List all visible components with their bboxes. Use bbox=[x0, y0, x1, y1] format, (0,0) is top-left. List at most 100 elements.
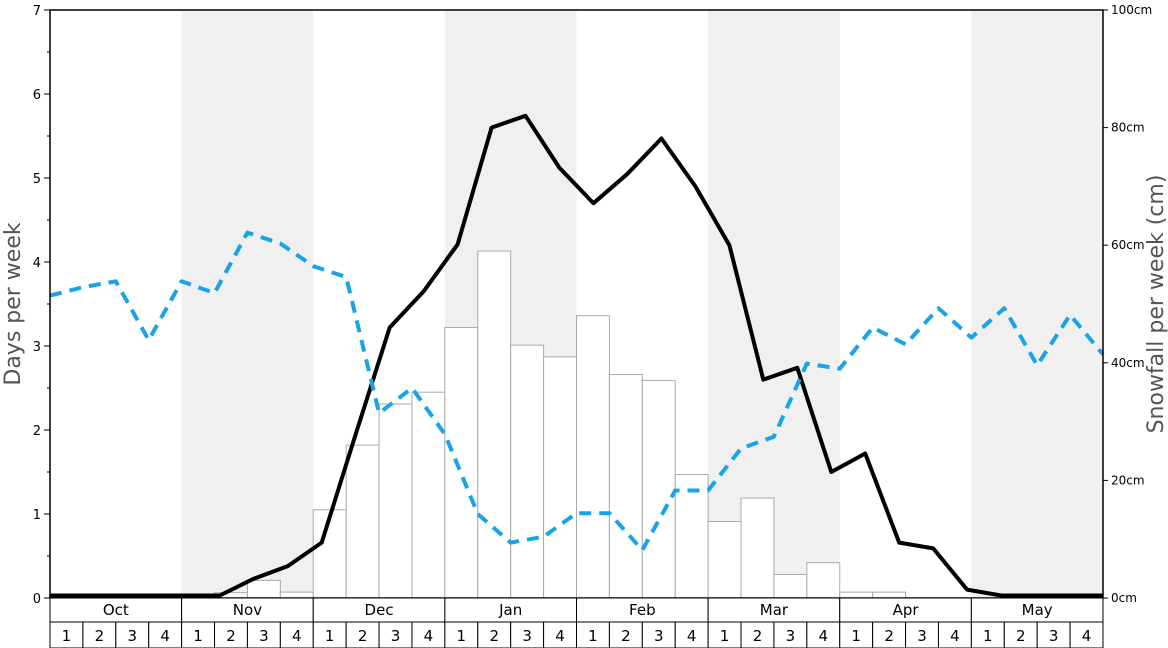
left-axis-title: Days per week bbox=[1, 222, 26, 385]
snowfall-bar bbox=[510, 344, 545, 599]
week-cell bbox=[543, 621, 577, 648]
dashed-days-line bbox=[49, 230, 1105, 553]
week-cell bbox=[345, 621, 380, 648]
right-axis-group: 0cm 20cm 40cm 60cm 80cm 100cm bbox=[1103, 3, 1152, 605]
snowfall-bar bbox=[543, 356, 577, 599]
week-label: 3 bbox=[786, 627, 796, 645]
week-label: 1 bbox=[720, 627, 730, 645]
snowfall-bar bbox=[279, 591, 314, 599]
week-label: 4 bbox=[950, 627, 960, 645]
snowfall-bar bbox=[707, 521, 742, 599]
week-label: 2 bbox=[884, 627, 894, 645]
snowfall-bar bbox=[444, 327, 479, 599]
week-cell bbox=[1036, 621, 1071, 648]
week-label: 3 bbox=[654, 627, 664, 645]
right-tick-label: 80cm bbox=[1111, 121, 1145, 135]
left-tick-label: 4 bbox=[33, 256, 41, 271]
left-tick-label: 7 bbox=[33, 4, 41, 19]
month-band bbox=[181, 10, 314, 598]
week-cell bbox=[608, 621, 643, 648]
left-tick-label: 5 bbox=[33, 172, 41, 187]
month-label: Nov bbox=[233, 601, 262, 619]
month-cell bbox=[312, 597, 446, 623]
week-label: 2 bbox=[358, 627, 368, 645]
week-cell bbox=[970, 621, 1005, 648]
snowfall-bar bbox=[576, 315, 610, 599]
week-label: 2 bbox=[95, 627, 105, 645]
snowfall-bar bbox=[806, 562, 841, 599]
snowfall-bar bbox=[674, 474, 709, 599]
snowfall-bar bbox=[378, 403, 413, 599]
month-label: Mar bbox=[760, 601, 789, 619]
week-cell bbox=[312, 621, 347, 648]
week-label: 2 bbox=[226, 627, 236, 645]
month-band bbox=[971, 10, 1103, 598]
week-axis-group: 1 2 3 4 1 2 3 4 1 2 3 4 1 2 3 4 1 2 3 4 1 2 3 4 1 2 3 4 1 2 3 4 bbox=[49, 621, 1104, 648]
week-label: 4 bbox=[687, 627, 697, 645]
week-label: 1 bbox=[62, 627, 72, 645]
week-label: 1 bbox=[588, 627, 598, 645]
week-label: 2 bbox=[753, 627, 763, 645]
snowfall-bar bbox=[641, 379, 676, 599]
week-cell bbox=[82, 621, 117, 648]
week-label: 3 bbox=[1049, 627, 1059, 645]
week-label: 2 bbox=[489, 627, 499, 645]
left-tick-label: 0 bbox=[33, 592, 41, 607]
week-label: 3 bbox=[522, 627, 532, 645]
snowfall-bar bbox=[345, 444, 380, 599]
left-tick-label: 6 bbox=[33, 88, 41, 103]
week-cell bbox=[1069, 621, 1104, 648]
week-label: 4 bbox=[819, 627, 829, 645]
week-label: 4 bbox=[555, 627, 565, 645]
week-cell bbox=[378, 621, 413, 648]
week-label: 4 bbox=[1082, 627, 1092, 645]
week-label: 3 bbox=[391, 627, 401, 645]
snowfall-bar bbox=[608, 374, 643, 599]
week-label: 4 bbox=[160, 627, 170, 645]
week-label: 4 bbox=[292, 627, 302, 645]
month-label: Dec bbox=[365, 601, 394, 619]
month-axis-group: Oct Nov Dec Jan Feb Mar Apr May bbox=[49, 597, 1104, 623]
week-cell bbox=[444, 621, 479, 648]
left-tick-label: 3 bbox=[33, 340, 41, 355]
snowfall-bar bbox=[839, 591, 874, 599]
week-cell bbox=[641, 621, 676, 648]
right-tick-label: 100cm bbox=[1111, 3, 1152, 17]
snowfall-bar bbox=[477, 250, 512, 599]
week-label: 1 bbox=[983, 627, 993, 645]
week-label: 3 bbox=[259, 627, 269, 645]
snowfall-bar bbox=[872, 591, 907, 599]
week-label: 1 bbox=[325, 627, 335, 645]
week-label: 1 bbox=[193, 627, 203, 645]
left-tick-label: 1 bbox=[33, 508, 41, 523]
month-label: Apr bbox=[893, 601, 920, 619]
week-cell bbox=[674, 621, 709, 648]
month-label: Feb bbox=[629, 601, 656, 619]
week-cell bbox=[1003, 621, 1038, 648]
right-axis-title: Snowfall per week (cm) bbox=[1144, 175, 1168, 434]
week-label: 3 bbox=[917, 627, 927, 645]
week-label: 1 bbox=[457, 627, 467, 645]
week-cell bbox=[49, 621, 84, 648]
week-cell bbox=[477, 621, 512, 648]
month-label: Oct bbox=[103, 601, 129, 619]
month-cell bbox=[49, 597, 183, 623]
left-tick-label: 2 bbox=[33, 424, 41, 439]
week-label: 2 bbox=[1016, 627, 1026, 645]
right-tick-label: 20cm bbox=[1111, 473, 1145, 487]
week-label: 1 bbox=[851, 627, 861, 645]
right-tick-label: 40cm bbox=[1111, 356, 1145, 370]
snowfall-bar bbox=[773, 573, 808, 599]
snowfall-bar bbox=[411, 391, 446, 599]
snowfall-bar bbox=[246, 579, 281, 599]
right-tick-label: 0cm bbox=[1111, 591, 1137, 605]
solid-days-line bbox=[50, 113, 1103, 598]
month-label: Jan bbox=[498, 601, 522, 619]
left-axis-group: 0 1 2 3 4 5 6 7 bbox=[33, 4, 50, 607]
week-cell bbox=[839, 621, 874, 648]
week-cell bbox=[115, 621, 150, 648]
week-cell bbox=[707, 621, 742, 648]
week-label: 4 bbox=[424, 627, 434, 645]
